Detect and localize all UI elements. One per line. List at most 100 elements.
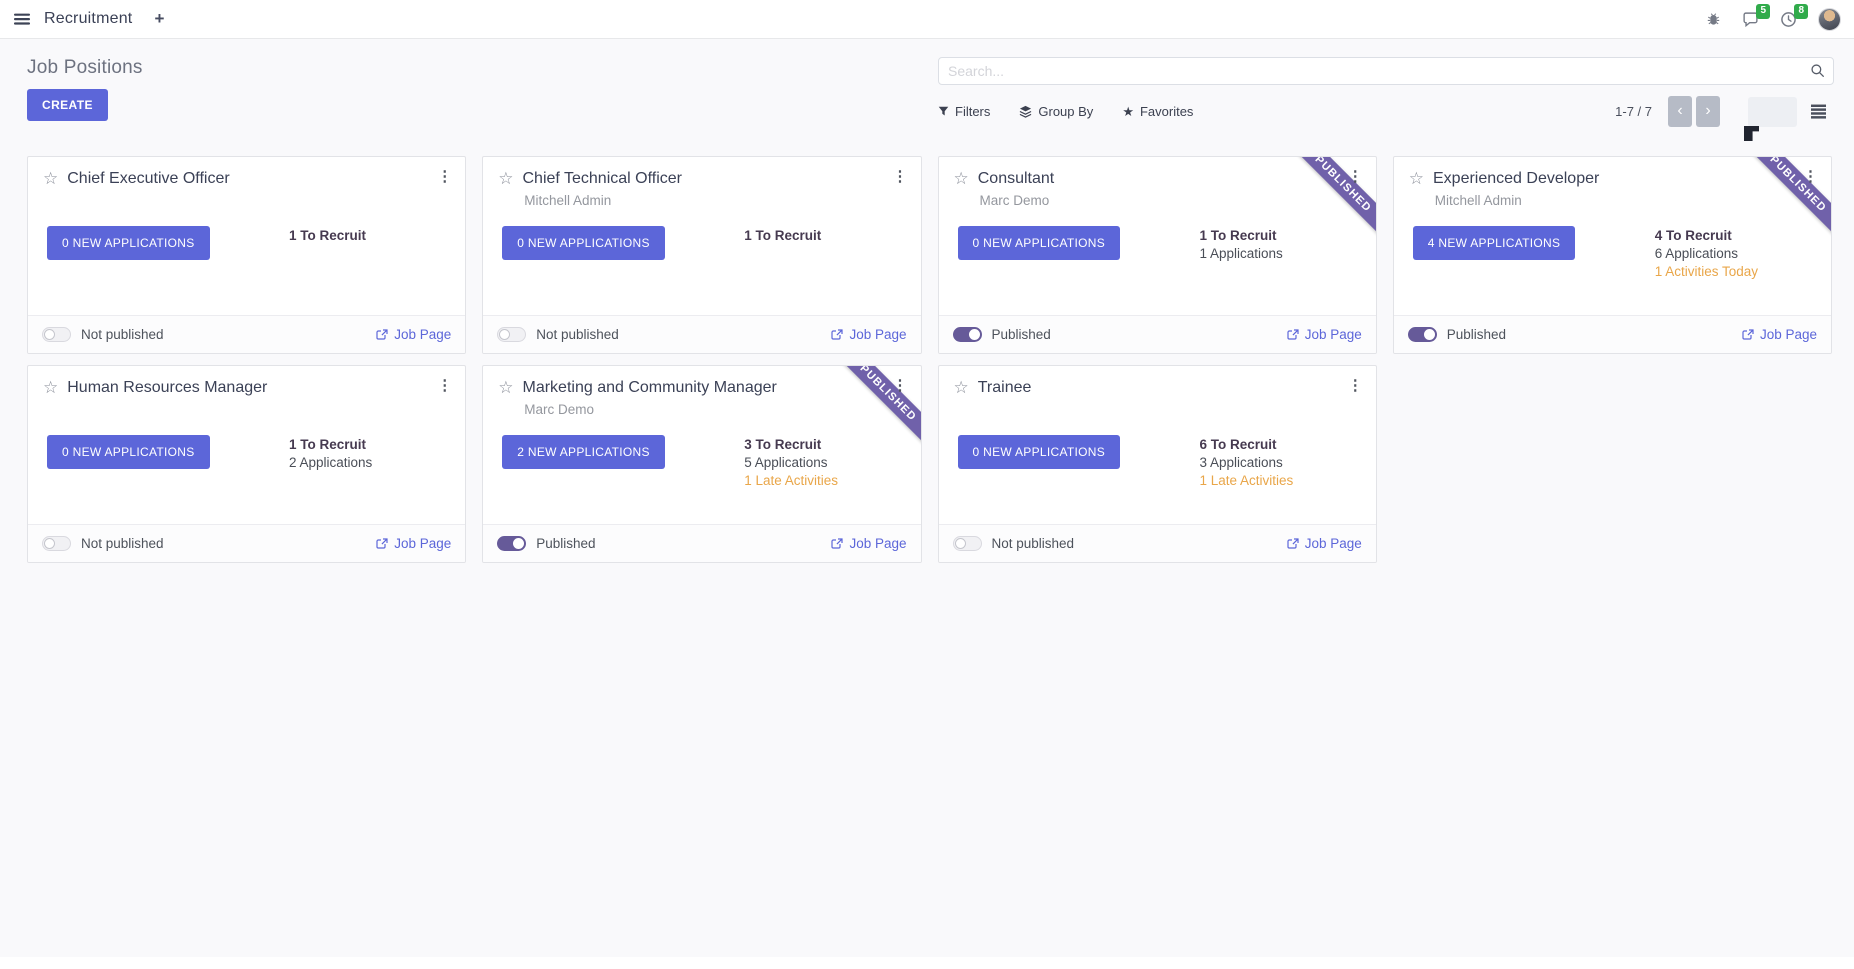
- user-avatar[interactable]: [1818, 7, 1841, 31]
- card-stats-row: 0 NEW APPLICATIONS 6 To Recruit 3 Applic…: [954, 434, 1361, 491]
- kebab-menu-icon[interactable]: ⋮: [437, 168, 453, 185]
- favorite-star-icon[interactable]: ☆: [498, 169, 514, 188]
- card-body: ☆ Consultant Marc Demo 0 NEW APPLICATION…: [939, 157, 1376, 315]
- activities-label[interactable]: 1 Activities Today: [1654, 263, 1759, 279]
- job-title[interactable]: Experienced Developer: [1433, 170, 1600, 187]
- job-page-link[interactable]: Job Page: [1287, 536, 1362, 551]
- job-title[interactable]: Marketing and Community Manager: [522, 379, 777, 396]
- job-position-card: PUBLISHED ⋮ ☆ Experienced Developer Mitc…: [1392, 156, 1832, 354]
- job-page-label: Job Page: [394, 327, 452, 342]
- job-title[interactable]: Consultant: [977, 170, 1055, 187]
- messages-button[interactable]: 5: [1742, 3, 1770, 28]
- filters-button[interactable]: Filters: [938, 104, 990, 119]
- job-position-card: PUBLISHED ⋮ ☆ Marketing and Community Ma…: [482, 365, 922, 563]
- kebab-menu-icon[interactable]: ⋮: [892, 377, 908, 394]
- toggle-knob: [1423, 329, 1435, 340]
- add-breadcrumb-icon[interactable]: +: [154, 9, 165, 28]
- new-applications-button[interactable]: 0 NEW APPLICATIONS: [47, 434, 210, 469]
- kanban-view-button[interactable]: [1743, 96, 1797, 141]
- job-title[interactable]: Chief Technical Officer: [522, 170, 682, 187]
- card-header: ☆ Marketing and Community Manager: [498, 378, 905, 398]
- activities-button[interactable]: 8: [1780, 3, 1808, 28]
- applications-count[interactable]: 5 Applications: [744, 454, 828, 470]
- publish-toggle[interactable]: [952, 536, 982, 551]
- bug-icon[interactable]: [1706, 12, 1721, 27]
- to-recruit-count[interactable]: 6 To Recruit: [1199, 436, 1277, 452]
- to-recruit-count[interactable]: 1 To Recruit: [744, 227, 822, 243]
- card-stats-row: 2 NEW APPLICATIONS 3 To Recruit 5 Applic…: [498, 434, 905, 491]
- to-recruit-count[interactable]: 1 To Recruit: [288, 436, 366, 452]
- favorite-star-icon[interactable]: ☆: [953, 378, 969, 397]
- publish-toggle[interactable]: [42, 327, 71, 342]
- external-link-icon: [1287, 328, 1299, 340]
- manager-name: Mitchell Admin: [1434, 192, 1522, 208]
- new-applications-button[interactable]: 4 NEW APPLICATIONS: [1412, 225, 1576, 260]
- job-title[interactable]: Trainee: [977, 379, 1032, 396]
- job-page-label: Job Page: [1304, 536, 1362, 551]
- pager-text[interactable]: 1-7 / 7: [1615, 104, 1652, 119]
- job-page-link[interactable]: Job Page: [376, 536, 451, 551]
- new-applications-button[interactable]: 0 NEW APPLICATIONS: [47, 225, 210, 260]
- search-options-row: Filters Group By ★ Favorites 1-7 / 7: [938, 96, 1834, 141]
- search-box: [938, 57, 1834, 85]
- pager-next-button[interactable]: ›: [1696, 96, 1720, 127]
- applications-count[interactable]: 2 Applications: [288, 454, 373, 470]
- favorite-star-icon[interactable]: ☆: [953, 169, 969, 188]
- new-applications-button[interactable]: 0 NEW APPLICATIONS: [502, 225, 665, 260]
- to-recruit-count[interactable]: 1 To Recruit: [288, 227, 366, 243]
- job-page-link[interactable]: Job Page: [1287, 327, 1362, 342]
- job-page-link[interactable]: Job Page: [1742, 327, 1817, 342]
- new-applications-button[interactable]: 0 NEW APPLICATIONS: [957, 225, 1121, 260]
- job-position-card: ⋮ ☆ Chief Technical Officer Mitchell Adm…: [482, 156, 922, 354]
- manager-name: [980, 402, 1361, 420]
- job-title[interactable]: Human Resources Manager: [67, 379, 268, 396]
- favorite-star-icon[interactable]: ☆: [1408, 169, 1424, 188]
- favorites-button[interactable]: ★ Favorites: [1122, 104, 1193, 119]
- to-recruit-count[interactable]: 1 To Recruit: [1199, 227, 1277, 243]
- search-input[interactable]: [938, 57, 1834, 85]
- publish-toggle[interactable]: [952, 327, 982, 342]
- job-page-link[interactable]: Job Page: [831, 327, 907, 342]
- group-by-button[interactable]: Group By: [1019, 104, 1093, 119]
- list-view-button[interactable]: [1803, 97, 1834, 127]
- app-title[interactable]: Recruitment: [44, 10, 133, 27]
- new-applications-button[interactable]: 0 NEW APPLICATIONS: [957, 434, 1121, 469]
- kebab-menu-icon[interactable]: ⋮: [1347, 377, 1363, 394]
- external-link-icon: [376, 328, 388, 340]
- page-title: Job Positions: [27, 57, 143, 78]
- job-page-link[interactable]: Job Page: [831, 536, 907, 551]
- pager-prev-button[interactable]: ‹: [1668, 96, 1692, 127]
- job-title[interactable]: Chief Executive Officer: [67, 170, 230, 187]
- to-recruit-count[interactable]: 3 To Recruit: [744, 436, 822, 452]
- create-button[interactable]: CREATE: [27, 89, 108, 121]
- activities-label[interactable]: 1 Late Activities: [744, 472, 839, 488]
- kebab-menu-icon[interactable]: ⋮: [1347, 168, 1363, 185]
- favorite-star-icon[interactable]: ☆: [43, 378, 59, 397]
- search-icon[interactable]: [1810, 63, 1825, 83]
- card-body: ☆ Chief Technical Officer Mitchell Admin…: [483, 157, 920, 315]
- applications-count[interactable]: 1 Applications: [1199, 245, 1283, 261]
- card-footer: Published Job Page: [1393, 315, 1831, 353]
- activity-clock-icon: [1781, 11, 1796, 27]
- to-recruit-count[interactable]: 4 To Recruit: [1654, 227, 1732, 243]
- kebab-menu-icon[interactable]: ⋮: [892, 168, 908, 185]
- publish-toggle[interactable]: [497, 536, 527, 551]
- publish-toggle[interactable]: [42, 536, 71, 551]
- kebab-menu-icon[interactable]: ⋮: [1803, 168, 1818, 185]
- favorite-star-icon[interactable]: ☆: [43, 169, 59, 188]
- publish-toggle[interactable]: [497, 327, 527, 342]
- job-page-label: Job Page: [849, 536, 907, 551]
- card-stats-row: 0 NEW APPLICATIONS 1 To Recruit 1 Applic…: [954, 225, 1361, 264]
- job-page-link[interactable]: Job Page: [376, 327, 451, 342]
- apps-menu-icon[interactable]: [14, 11, 30, 27]
- applications-count[interactable]: 3 Applications: [1199, 454, 1283, 470]
- job-page-label: Job Page: [849, 327, 907, 342]
- kebab-menu-icon[interactable]: ⋮: [437, 377, 453, 394]
- applications-count[interactable]: 6 Applications: [1654, 245, 1739, 261]
- favorite-star-icon[interactable]: ☆: [498, 378, 514, 397]
- new-applications-button[interactable]: 2 NEW APPLICATIONS: [502, 434, 665, 469]
- publish-toggle[interactable]: [1407, 327, 1437, 342]
- top-navbar: Recruitment + 5 8: [0, 0, 1854, 39]
- card-header: ☆ Human Resources Manager: [43, 378, 450, 398]
- activities-label[interactable]: 1 Late Activities: [1199, 472, 1294, 488]
